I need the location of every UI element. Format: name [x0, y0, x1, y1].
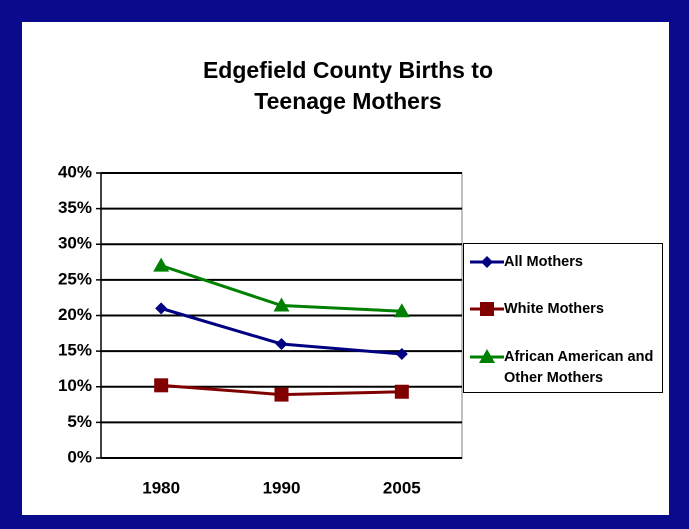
- marker: [394, 384, 409, 399]
- legend-label: All Mothers: [504, 254, 583, 270]
- y-tick-label: 5%: [67, 412, 92, 431]
- legend: All Mothers White Mothers African American…: [463, 243, 663, 393]
- x-tick-label: 1990: [263, 478, 301, 497]
- marker: [154, 378, 169, 393]
- y-tick-label: 10%: [58, 376, 92, 395]
- y-tick-label: 40%: [58, 162, 92, 181]
- marker: [395, 347, 408, 360]
- marker: [273, 297, 290, 312]
- legend-swatch: [470, 256, 504, 268]
- marker: [155, 302, 168, 315]
- y-tick-label: 20%: [58, 305, 92, 324]
- legend-label: African American and Other Mothers: [504, 349, 654, 386]
- legend-swatch: [470, 302, 504, 316]
- y-tick-label: 0%: [67, 447, 92, 466]
- x-tick-label: 1980: [142, 478, 180, 497]
- marker: [481, 256, 493, 268]
- marker: [275, 338, 288, 350]
- x-tick-label: 2005: [383, 478, 421, 497]
- legend-swatch: [470, 349, 504, 363]
- y-tick-label: 15%: [58, 341, 92, 360]
- marker: [480, 302, 494, 316]
- marker: [393, 303, 410, 318]
- marker: [153, 257, 170, 272]
- marker: [274, 387, 289, 402]
- marker: [479, 349, 495, 363]
- chart-title: Edgefield County Births to Teenage Mothe…: [202, 57, 494, 114]
- y-tick-label: 35%: [58, 198, 92, 217]
- y-tick-label: 25%: [58, 269, 92, 288]
- legend-label: White Mothers: [504, 301, 604, 317]
- y-tick-label: 30%: [58, 234, 92, 253]
